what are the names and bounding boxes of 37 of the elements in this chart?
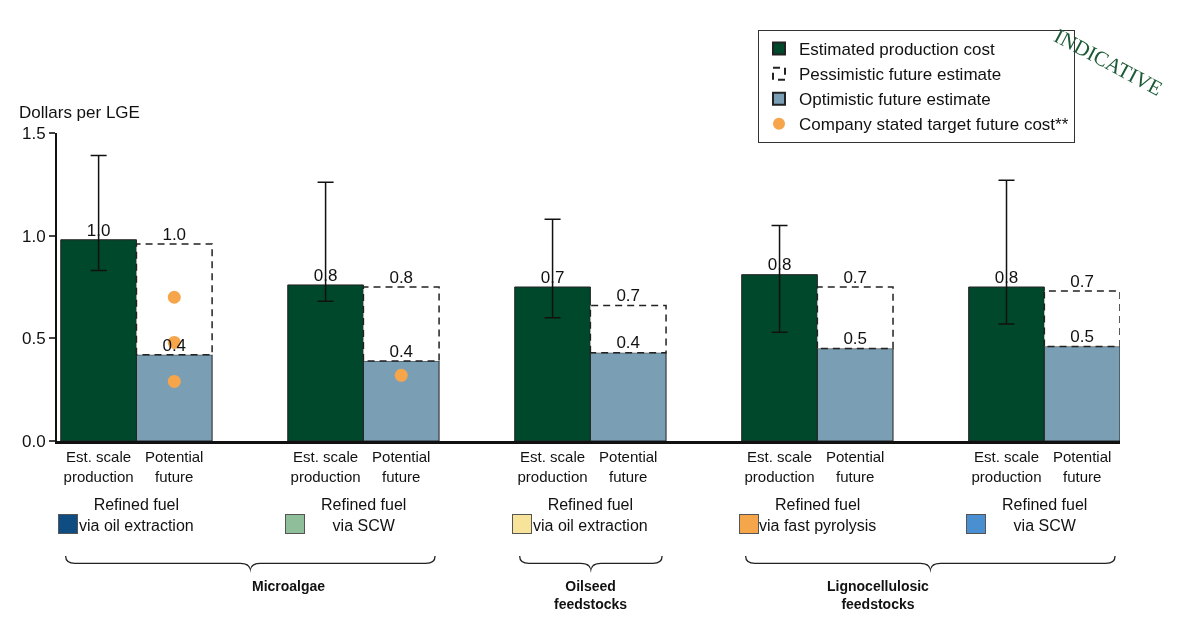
text: Refined fuel via SCW: [1002, 496, 1088, 534]
data-label: 0.5: [1070, 327, 1094, 347]
x-tick-label: Potential future: [826, 448, 885, 485]
x-tick-label: Est. scale production: [744, 448, 815, 485]
total-label: 1.0: [162, 224, 187, 244]
y-tick-label: 1.0: [21, 226, 46, 246]
data-label: 0.5: [843, 329, 868, 349]
x-tick-label: Potential future: [1052, 448, 1112, 485]
legend-label: Pessimistic future estimate: [799, 65, 1002, 85]
text: Refined fuel via SCW: [321, 496, 407, 534]
legend-label: Optimistic future estimate: [799, 90, 991, 110]
text: Lignocellulosic feedstocks: [827, 578, 930, 613]
data-label: 0.4: [616, 333, 641, 353]
text: Refined fuel via oil extraction: [79, 496, 194, 534]
text: Refined fuel via fast pyrolysis: [759, 496, 877, 534]
legend-label: Company stated target future cost**: [799, 115, 1069, 135]
x-tick-label: Est. scale production: [517, 448, 588, 485]
x-tick-label: Potential future: [145, 448, 204, 485]
total-label: 0.8: [389, 267, 414, 287]
y-axis-title: Dollars per LGE: [19, 103, 140, 122]
text: Oilseed feedstocks: [554, 578, 628, 613]
y-tick-label: 0.0: [21, 431, 46, 451]
data-label: 0.4: [389, 341, 414, 361]
x-tick-label: Potential future: [372, 448, 431, 485]
total-label: 0.7: [843, 267, 868, 287]
y-tick-label: 0.5: [21, 329, 46, 349]
text: Refined fuel via oil extraction: [533, 496, 648, 534]
total-label: 0.7: [616, 286, 641, 306]
total-label: 0.7: [1070, 271, 1094, 291]
y-tick-label: 1.5: [21, 123, 46, 143]
data-label: 0.4: [162, 335, 187, 355]
x-tick-label: Est. scale production: [63, 448, 134, 485]
text: Microalgae: [252, 578, 326, 594]
x-tick-label: Est. scale production: [290, 448, 361, 485]
x-tick-label: Est. scale production: [971, 448, 1042, 485]
legend-label: Estimated production cost: [799, 40, 995, 60]
x-tick-label: Potential future: [599, 448, 658, 485]
